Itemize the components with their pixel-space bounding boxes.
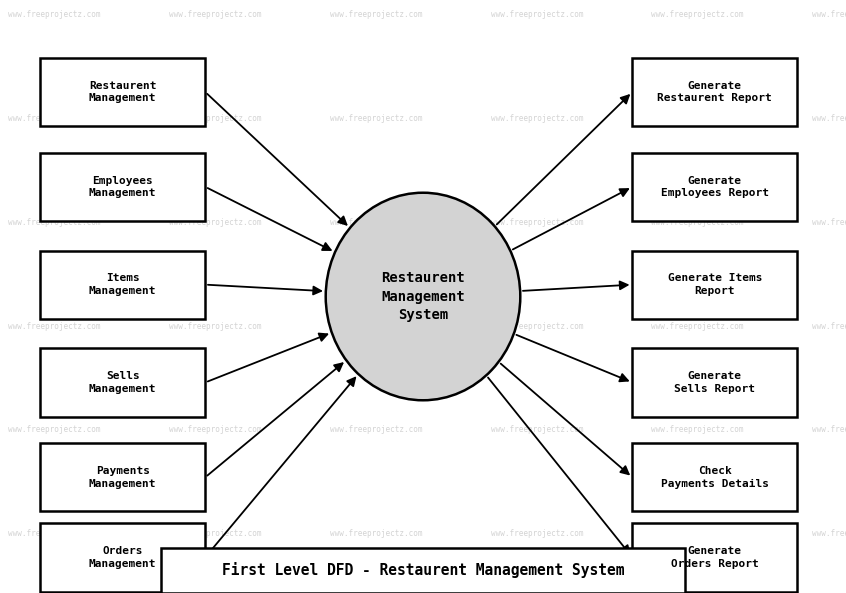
Text: www.freeprojectz.com: www.freeprojectz.com [491, 114, 583, 123]
Ellipse shape [326, 193, 520, 400]
Text: www.freeprojectz.com: www.freeprojectz.com [330, 218, 422, 227]
Text: www.freeprojectz.com: www.freeprojectz.com [8, 321, 101, 331]
Bar [632, 251, 797, 319]
Text: Payments
Management: Payments Management [89, 466, 157, 489]
Text: www.freeprojectz.com: www.freeprojectz.com [8, 114, 101, 123]
Text: Restaurent
Management: Restaurent Management [89, 81, 157, 103]
Text: www.freeprojectz.com: www.freeprojectz.com [169, 321, 261, 331]
Text: Orders
Management: Orders Management [89, 546, 157, 569]
Text: Generate
Sells Report: Generate Sells Report [674, 371, 755, 394]
Text: www.freeprojectz.com: www.freeprojectz.com [8, 529, 101, 538]
Bar [40, 58, 205, 126]
Text: Restaurent
Management
System: Restaurent Management System [382, 271, 464, 322]
Bar [632, 153, 797, 221]
Text: www.freeprojectz.com: www.freeprojectz.com [330, 425, 422, 435]
Text: Sells
Management: Sells Management [89, 371, 157, 394]
Text: www.freeprojectz.com: www.freeprojectz.com [812, 425, 846, 435]
Text: Generate Items
Report: Generate Items Report [667, 273, 762, 296]
Bar [632, 58, 797, 126]
Bar [632, 444, 797, 511]
Text: Employees
Management: Employees Management [89, 176, 157, 198]
Bar [632, 349, 797, 416]
Bar [632, 524, 797, 592]
Text: www.freeprojectz.com: www.freeprojectz.com [491, 218, 583, 227]
Text: Items
Management: Items Management [89, 273, 157, 296]
Text: www.freeprojectz.com: www.freeprojectz.com [8, 218, 101, 227]
Text: www.freeprojectz.com: www.freeprojectz.com [651, 321, 744, 331]
Text: Generate
Restaurent Report: Generate Restaurent Report [657, 81, 772, 103]
Text: www.freeprojectz.com: www.freeprojectz.com [169, 425, 261, 435]
Text: www.freeprojectz.com: www.freeprojectz.com [491, 321, 583, 331]
Bar [40, 444, 205, 511]
Text: Generate
Employees Report: Generate Employees Report [661, 176, 769, 198]
Text: www.freeprojectz.com: www.freeprojectz.com [651, 218, 744, 227]
Text: www.freeprojectz.com: www.freeprojectz.com [812, 529, 846, 538]
Text: www.freeprojectz.com: www.freeprojectz.com [169, 10, 261, 20]
Text: www.freeprojectz.com: www.freeprojectz.com [651, 10, 744, 20]
Text: www.freeprojectz.com: www.freeprojectz.com [169, 114, 261, 123]
Text: www.freeprojectz.com: www.freeprojectz.com [491, 10, 583, 20]
Bar [40, 349, 205, 416]
Text: www.freeprojectz.com: www.freeprojectz.com [330, 10, 422, 20]
Bar [40, 153, 205, 221]
Text: First Level DFD - Restaurent Management System: First Level DFD - Restaurent Management … [222, 563, 624, 578]
Text: www.freeprojectz.com: www.freeprojectz.com [812, 114, 846, 123]
Bar [40, 251, 205, 319]
Text: www.freeprojectz.com: www.freeprojectz.com [8, 425, 101, 435]
Text: www.freeprojectz.com: www.freeprojectz.com [330, 529, 422, 538]
Text: www.freeprojectz.com: www.freeprojectz.com [8, 10, 101, 20]
Text: www.freeprojectz.com: www.freeprojectz.com [330, 114, 422, 123]
Text: www.freeprojectz.com: www.freeprojectz.com [651, 425, 744, 435]
Text: www.freeprojectz.com: www.freeprojectz.com [651, 529, 744, 538]
Bar [161, 548, 685, 593]
Text: www.freeprojectz.com: www.freeprojectz.com [169, 218, 261, 227]
Text: Check
Payments Details: Check Payments Details [661, 466, 769, 489]
Text: www.freeprojectz.com: www.freeprojectz.com [169, 529, 261, 538]
Text: www.freeprojectz.com: www.freeprojectz.com [651, 114, 744, 123]
Text: www.freeprojectz.com: www.freeprojectz.com [491, 529, 583, 538]
Text: www.freeprojectz.com: www.freeprojectz.com [812, 321, 846, 331]
Bar [40, 524, 205, 592]
Text: www.freeprojectz.com: www.freeprojectz.com [330, 321, 422, 331]
Text: www.freeprojectz.com: www.freeprojectz.com [812, 218, 846, 227]
Text: www.freeprojectz.com: www.freeprojectz.com [491, 425, 583, 435]
Text: Generate
Orders Report: Generate Orders Report [671, 546, 759, 569]
Text: www.freeprojectz.com: www.freeprojectz.com [812, 10, 846, 20]
